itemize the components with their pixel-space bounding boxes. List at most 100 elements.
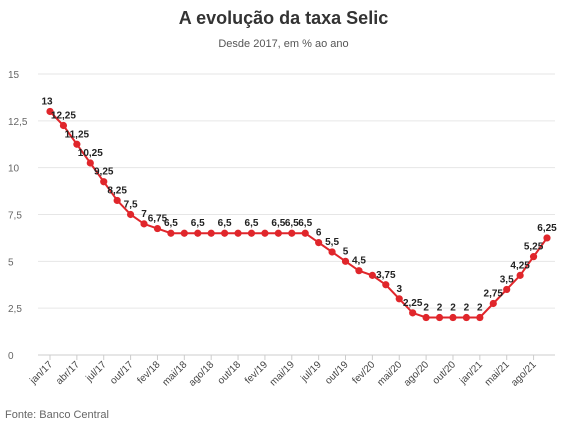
data-point — [247, 229, 256, 237]
data-point — [301, 229, 309, 237]
data-label: 2 — [437, 303, 443, 314]
data-point — [382, 281, 390, 289]
data-point — [341, 257, 350, 265]
data-point — [409, 309, 417, 317]
x-tick-label: mai/21 — [483, 359, 512, 388]
data-label: 6,5 — [164, 218, 178, 229]
data-point — [207, 229, 215, 237]
data-point — [274, 229, 282, 237]
x-tick-label: ago/21 — [509, 359, 539, 389]
data-label: 6,75 — [148, 214, 168, 225]
data-point — [59, 121, 68, 130]
data-point — [126, 210, 135, 219]
x-tick-label: out/18 — [216, 359, 244, 387]
data-label: 5,25 — [524, 242, 544, 253]
data-label: 11,25 — [65, 129, 90, 140]
data-label: 3 — [396, 284, 402, 295]
data-label: 7,5 — [124, 200, 138, 211]
x-tick-label: jan/21 — [457, 359, 485, 387]
x-tick-label: out/17 — [108, 359, 136, 387]
data-label: 6,5 — [271, 218, 285, 229]
data-point — [476, 313, 484, 322]
data-label: 2 — [423, 303, 429, 314]
source-note: Fonte: Banco Central — [5, 409, 109, 421]
data-point — [516, 271, 524, 279]
x-tick-label: out/19 — [323, 359, 351, 387]
x-tick-label: mai/18 — [160, 359, 189, 388]
data-point — [368, 271, 376, 279]
data-label: 3,5 — [500, 274, 514, 285]
x-tick-label: jul/17 — [83, 359, 109, 385]
data-point — [180, 229, 188, 237]
data-point — [529, 253, 538, 261]
data-point — [261, 229, 269, 237]
data-label: 2 — [477, 303, 483, 314]
y-tick-label: 12,5 — [8, 117, 28, 128]
data-point — [194, 229, 202, 237]
data-label: 13 — [41, 96, 53, 107]
data-point — [543, 234, 551, 242]
x-tick-label: fev/18 — [136, 359, 163, 386]
data-point — [153, 224, 162, 233]
data-point — [503, 285, 511, 294]
data-point — [435, 313, 444, 322]
data-point — [73, 140, 81, 148]
x-tick-label: fev/20 — [350, 359, 377, 386]
data-point — [395, 295, 403, 303]
data-label: 12,25 — [51, 111, 76, 122]
data-point — [140, 220, 148, 228]
data-point — [221, 229, 229, 237]
x-tick-label: out/20 — [431, 359, 459, 387]
data-label: 6,5 — [191, 218, 205, 229]
x-tick-label: ago/20 — [402, 359, 432, 389]
data-point — [167, 229, 175, 237]
data-point — [449, 313, 457, 322]
x-tick-label: jan/17 — [27, 359, 55, 387]
data-label: 2 — [464, 303, 470, 314]
y-tick-label: 2,5 — [8, 304, 22, 315]
data-label: 6,5 — [245, 218, 259, 229]
chart-subtitle: Desde 2017, em % ao ano — [218, 38, 349, 50]
data-label: 9,25 — [94, 167, 114, 178]
chart-title: A evolução da taxa Selic — [178, 8, 389, 28]
data-point — [462, 313, 471, 322]
data-label: 6,5 — [218, 218, 232, 229]
data-label: 4,25 — [510, 260, 530, 271]
data-point — [315, 239, 323, 247]
data-label: 2,75 — [484, 288, 504, 299]
x-tick-label: jul/19 — [298, 359, 324, 385]
data-point — [422, 313, 430, 322]
data-point — [355, 267, 363, 275]
data-point — [489, 299, 497, 308]
x-tick-label: abr/17 — [54, 359, 82, 387]
data-point — [100, 178, 108, 186]
data-label: 2,25 — [403, 298, 423, 309]
data-point — [328, 248, 336, 256]
y-tick-label: 0 — [8, 351, 14, 362]
data-label: 8,25 — [107, 185, 127, 196]
data-label: 10,25 — [78, 148, 103, 159]
data-label: 5 — [343, 246, 349, 257]
data-label: 3,75 — [376, 270, 396, 281]
data-label: 7 — [141, 209, 147, 220]
data-label: 6,5 — [298, 218, 312, 229]
data-label: 2 — [450, 303, 456, 314]
data-point — [113, 196, 121, 205]
y-tick-label: 5 — [8, 257, 14, 268]
data-point — [288, 229, 296, 237]
data-point — [86, 159, 94, 167]
x-tick-label: ago/18 — [187, 359, 217, 389]
data-label: 6,25 — [537, 223, 557, 234]
data-label: 6 — [316, 228, 322, 239]
x-tick-label: mai/19 — [268, 359, 297, 388]
x-tick-label: fev/19 — [243, 359, 270, 386]
data-point — [46, 107, 54, 116]
x-tick-label: mai/20 — [375, 359, 404, 388]
data-label: 5,5 — [325, 237, 339, 248]
data-label: 6,5 — [285, 218, 299, 229]
y-tick-label: 15 — [8, 70, 20, 81]
y-tick-label: 10 — [8, 164, 20, 175]
y-tick-label: 7,5 — [8, 211, 22, 222]
data-label: 4,5 — [352, 256, 366, 267]
